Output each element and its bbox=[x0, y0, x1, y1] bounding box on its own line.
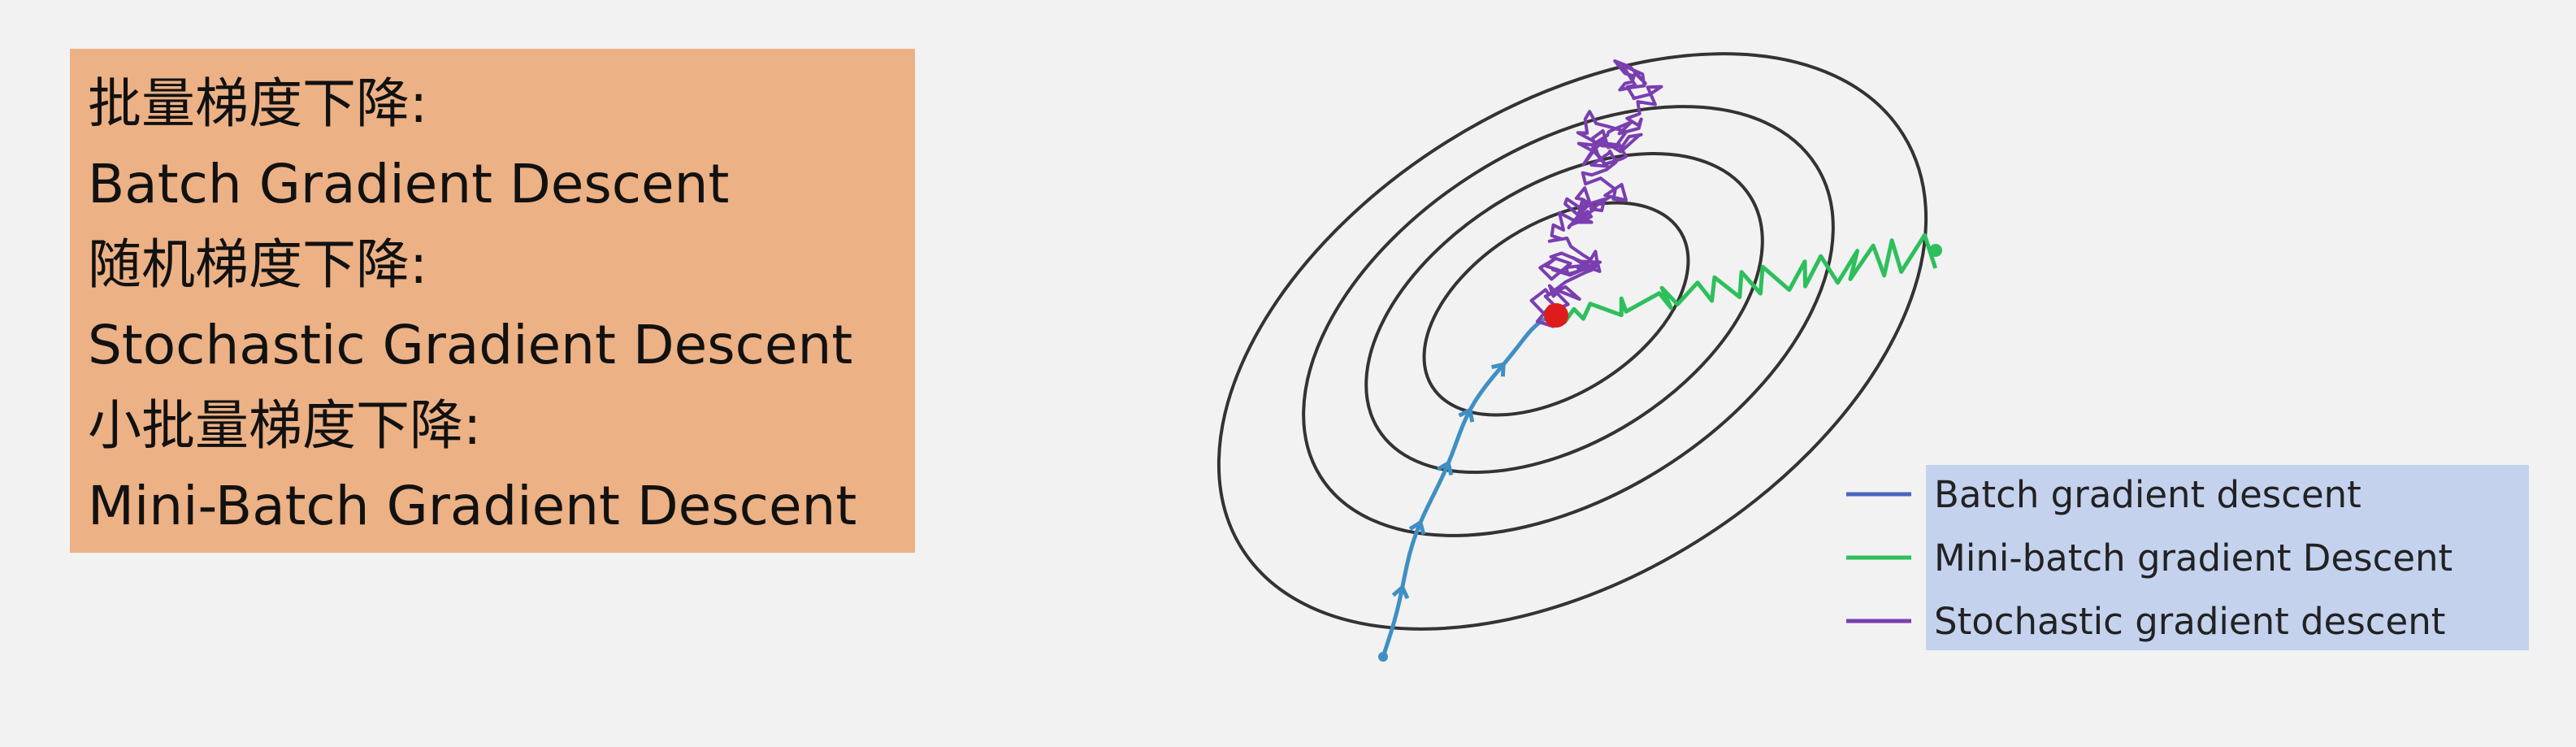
contour-gap-mark bbox=[1815, 422, 1829, 437]
minibatch-path bbox=[1562, 232, 1942, 325]
contour-inner bbox=[1422, 201, 1690, 417]
minibatch-path-start-point bbox=[1929, 244, 1942, 257]
minibatch-gd-english-label: Mini-Batch Gradient Descent bbox=[88, 475, 857, 537]
stochastic-path-line bbox=[1529, 59, 1663, 328]
batch-arrow-icon bbox=[1391, 584, 1410, 600]
batch-arrow-icon bbox=[1458, 406, 1475, 423]
legend-label-batch: Batch gradient descent bbox=[1934, 473, 2361, 516]
legend-label-minibatch: Mini-batch gradient Descent bbox=[1934, 536, 2452, 580]
minibatch-path-line bbox=[1562, 232, 1938, 325]
contour-third bbox=[1302, 105, 1835, 537]
batch-gd-english-label: Batch Gradient Descent bbox=[88, 153, 730, 215]
contour-outer bbox=[1216, 52, 1928, 631]
minimum-point bbox=[1544, 303, 1568, 328]
minibatch-gd-chinese-label: 小批量梯度下降: bbox=[88, 394, 482, 457]
sgd-english-label: Stochastic Gradient Descent bbox=[88, 314, 853, 376]
contour-second bbox=[1364, 151, 1764, 475]
batch-path-line bbox=[1381, 313, 1555, 658]
batch-arrow-icon bbox=[1491, 362, 1506, 377]
batch-path bbox=[1378, 313, 1555, 662]
loss-contours bbox=[1216, 52, 1928, 631]
batch-arrow-icon bbox=[1437, 460, 1454, 476]
batch-arrow-icon bbox=[1408, 519, 1426, 536]
batch-gd-chinese-label: 批量梯度下降: bbox=[88, 72, 428, 135]
algorithm-names-box: 批量梯度下降: Batch Gradient Descent 随机梯度下降: S… bbox=[70, 49, 915, 553]
batch-path-arrows bbox=[1391, 362, 1506, 600]
legend-label-stochastic: Stochastic gradient descent bbox=[1934, 600, 2445, 643]
sgd-chinese-label: 随机梯度下降: bbox=[88, 233, 428, 296]
legend-highlight bbox=[1926, 465, 2529, 650]
batch-path-start-point bbox=[1378, 652, 1388, 662]
legend: Batch gradient descent Mini-batch gradie… bbox=[1846, 465, 2529, 650]
